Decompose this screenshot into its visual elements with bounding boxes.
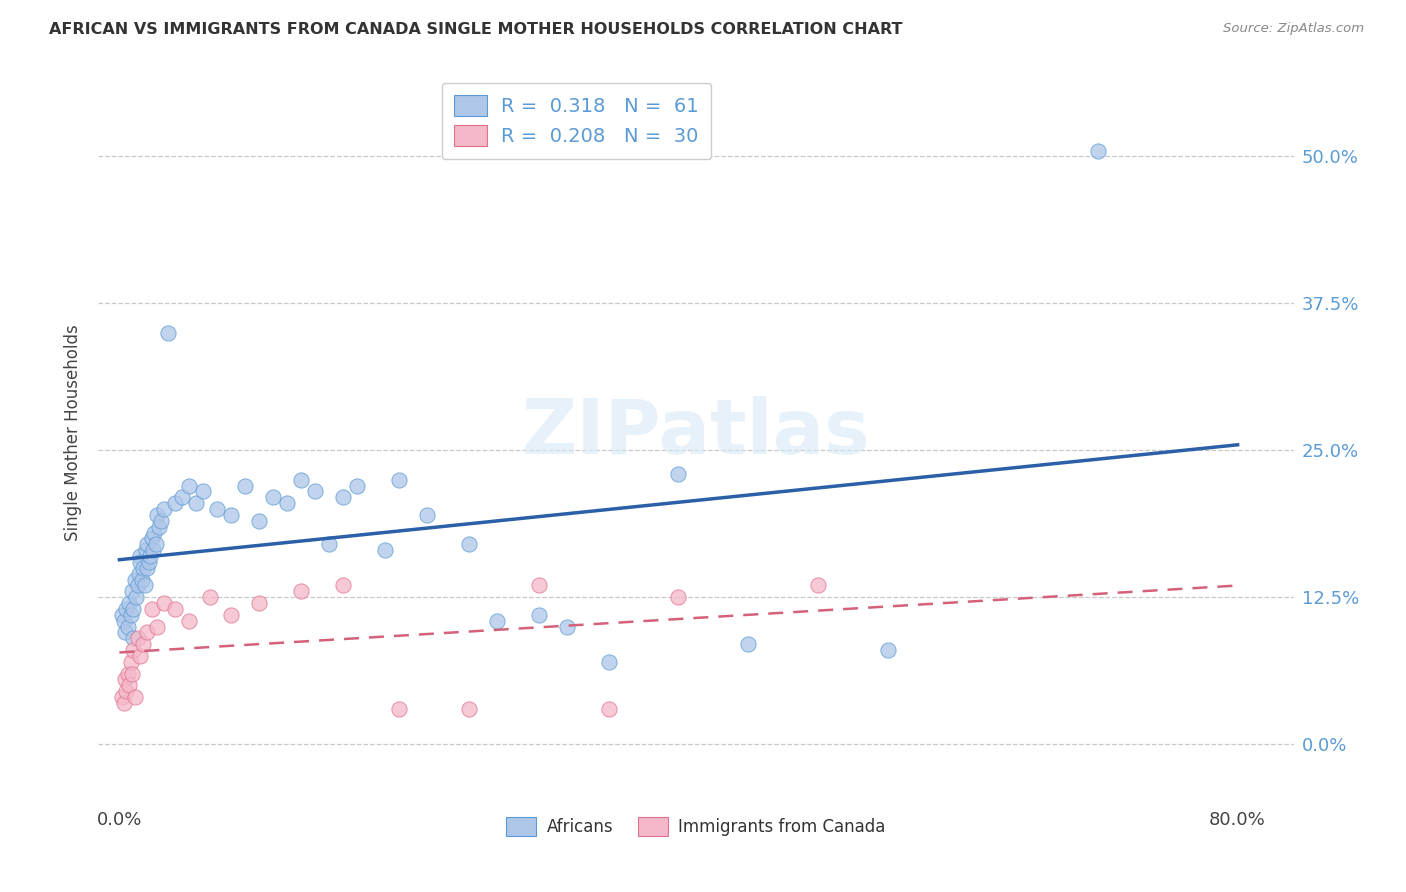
Point [135,543,157,558]
Point [527,607,550,622]
Point [332,578,354,592]
Point [129,555,152,569]
Point [115,602,138,616]
Point [122,643,145,657]
Point [485,614,508,628]
Point [129,648,152,663]
Point [114,673,136,687]
Point [374,543,396,558]
Point [737,637,759,651]
Point [457,702,479,716]
Point [318,537,340,551]
Point [120,655,142,669]
Point [131,573,153,587]
Point [118,596,141,610]
Point [121,666,143,681]
Point [668,590,690,604]
Point [124,573,146,587]
Point [111,690,134,704]
Point [233,478,256,492]
Point [157,326,180,340]
Point [276,496,298,510]
Point [141,532,163,546]
Point [117,619,139,633]
Point [877,643,900,657]
Point [200,590,222,604]
Point [290,584,312,599]
Point [136,537,159,551]
Point [146,619,169,633]
Point [388,473,411,487]
Point [247,514,270,528]
Point [527,578,550,592]
Point [219,607,242,622]
Point [247,596,270,610]
Point [207,502,229,516]
Point [132,637,155,651]
Point [555,619,578,633]
Point [807,578,830,592]
Legend: Africans, Immigrants from Canada: Africans, Immigrants from Canada [496,807,896,847]
Point [141,602,163,616]
Point [115,684,138,698]
Point [111,607,134,622]
Point [186,496,208,510]
Point [136,625,159,640]
Point [179,614,201,628]
Point [598,702,620,716]
Point [125,590,148,604]
Text: ZIPatlas: ZIPatlas [522,396,870,469]
Point [114,625,136,640]
Point [112,696,135,710]
Point [145,537,167,551]
Point [146,508,169,522]
Point [132,561,155,575]
Point [172,490,194,504]
Point [148,519,170,533]
Point [112,614,135,628]
Point [416,508,439,522]
Point [127,578,149,592]
Y-axis label: Single Mother Households: Single Mother Households [65,325,83,541]
Point [388,702,411,716]
Point [165,602,187,616]
Point [124,690,146,704]
Point [332,490,354,504]
Point [122,602,145,616]
Point [129,549,152,563]
Text: Source: ZipAtlas.com: Source: ZipAtlas.com [1223,22,1364,36]
Point [134,578,156,592]
Point [118,678,141,692]
Point [179,478,201,492]
Point [457,537,479,551]
Point [193,484,215,499]
Point [142,543,165,558]
Point [121,584,143,599]
Point [139,549,162,563]
Point [128,566,150,581]
Point [120,607,142,622]
Text: AFRICAN VS IMMIGRANTS FROM CANADA SINGLE MOTHER HOUSEHOLDS CORRELATION CHART: AFRICAN VS IMMIGRANTS FROM CANADA SINGLE… [49,22,903,37]
Point [219,508,242,522]
Point [1087,144,1109,158]
Point [138,555,160,569]
Point [122,632,145,646]
Point [304,484,326,499]
Point [262,490,284,504]
Point [117,666,139,681]
Point [598,655,620,669]
Point [136,561,159,575]
Point [153,502,176,516]
Point [668,467,690,481]
Point [127,632,149,646]
Point [150,514,173,528]
Point [143,525,166,540]
Point [346,478,368,492]
Point [153,596,176,610]
Point [165,496,187,510]
Point [290,473,312,487]
